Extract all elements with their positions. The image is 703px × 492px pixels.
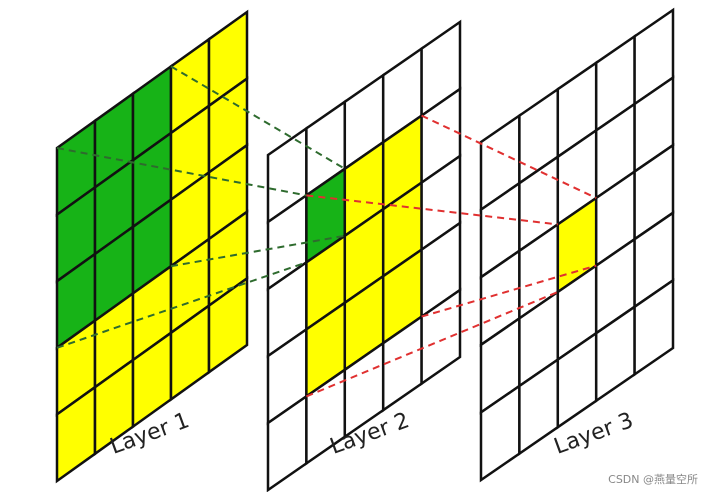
projection-line [56,261,307,349]
watermark: CSDN @燕量空所 [608,472,698,486]
grids [55,7,675,492]
projection-line [170,234,345,268]
grid-cell [420,287,462,386]
grid-cell [207,275,249,375]
projection-line [421,264,597,318]
projection-line [170,65,346,170]
projection-line [306,194,558,226]
grid-cell [633,278,675,377]
projection-line [421,114,597,199]
projection-line [56,147,307,197]
projection-line [306,291,559,398]
